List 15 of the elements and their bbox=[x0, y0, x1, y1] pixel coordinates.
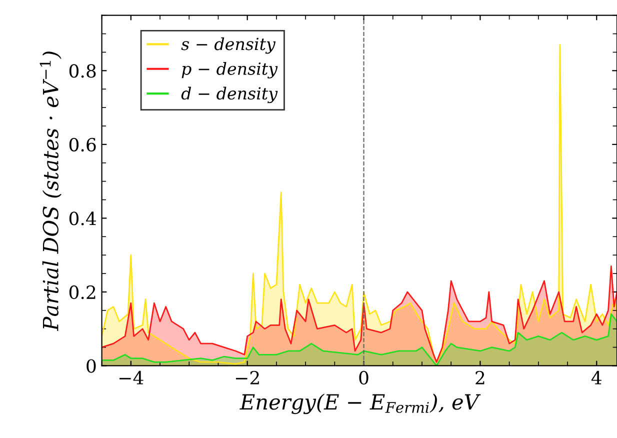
y-tick-label: 0.6 bbox=[69, 138, 96, 152]
x-tick-label: −2 bbox=[236, 370, 259, 384]
x-axis-title: Energy(E − E$_{Fermi}$), eV bbox=[240, 394, 481, 414]
legend-label: s − density bbox=[181, 37, 276, 54]
y-tick-label: 0.2 bbox=[69, 285, 96, 300]
x-tick-label: 0 bbox=[359, 370, 368, 385]
y-tick-label: 0 bbox=[86, 359, 96, 373]
y-tick-label: 0.4 bbox=[69, 212, 96, 226]
legend-label: p − density bbox=[182, 62, 278, 78]
legend-label: d − density bbox=[181, 86, 278, 104]
x-tick-label: −4 bbox=[120, 370, 144, 384]
x-tick-label: 4 bbox=[591, 370, 602, 384]
x-tick-label: 2 bbox=[476, 370, 484, 384]
y-tick-label: 0.8 bbox=[69, 64, 96, 78]
y-axis-title: Partial DOS (states · eV$^{−1}$) bbox=[40, 52, 62, 332]
